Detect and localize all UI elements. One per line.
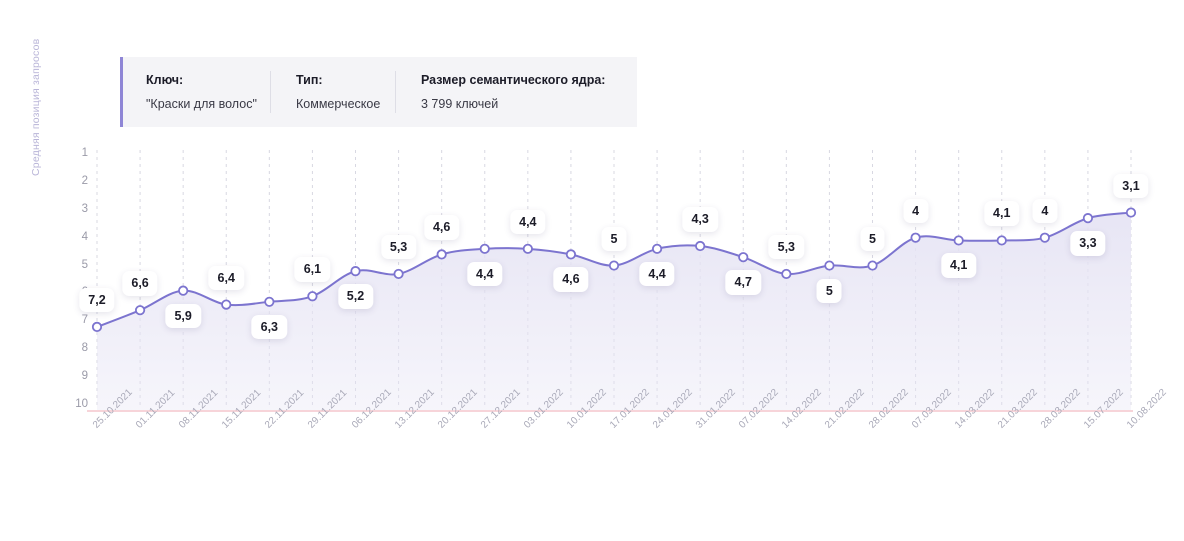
data-point-marker[interactable]	[479, 243, 490, 254]
data-point-marker[interactable]	[910, 232, 921, 243]
data-point-marker[interactable]	[738, 252, 749, 263]
data-point-label: 6,3	[251, 314, 288, 340]
data-point-marker[interactable]	[1082, 213, 1094, 224]
data-point-marker[interactable]	[565, 249, 577, 260]
field-label: Тип:	[296, 72, 323, 87]
data-point-label: 6,6	[122, 271, 158, 296]
data-point-label: 5,9	[165, 303, 201, 329]
y-axis-tick: 2	[81, 174, 88, 187]
data-point-label: 5,3	[768, 234, 805, 260]
y-axis-tick: 3	[81, 202, 88, 215]
field-value: "Краски для волос"	[146, 96, 257, 111]
y-axis-tick: 10	[75, 398, 88, 410]
data-point-label: 7,2	[79, 287, 115, 313]
y-axis-tick: 5	[81, 258, 88, 271]
data-point-label: 4,1	[940, 253, 977, 278]
y-axis-tick: 7	[81, 314, 88, 327]
summary-field-type: Тип: Коммерческое	[270, 57, 395, 127]
data-point-marker[interactable]	[824, 260, 835, 271]
y-axis-tick: 1	[81, 147, 88, 159]
y-axis-tick: 9	[81, 370, 88, 383]
data-point-label: 4,6	[423, 215, 460, 240]
data-point-marker[interactable]	[221, 299, 232, 310]
data-point-marker[interactable]	[393, 268, 404, 280]
data-point-marker[interactable]	[996, 235, 1007, 246]
data-point-marker[interactable]	[1039, 232, 1050, 243]
data-point-label: 4,4	[639, 261, 675, 287]
data-point-marker[interactable]	[178, 285, 189, 296]
field-label: Ключ:	[146, 72, 184, 87]
data-point-marker[interactable]	[608, 260, 620, 271]
summary-field-core-size: Размер семантического ядра: 3 799 ключей	[395, 57, 637, 127]
data-point-label: 5	[860, 226, 885, 252]
data-point-label: 6,4	[208, 265, 244, 291]
data-point-marker[interactable]	[522, 243, 533, 254]
y-axis-tick: 4	[81, 230, 88, 243]
data-point-label: 5,3	[380, 234, 417, 260]
field-value: 3 799 ключей	[421, 96, 499, 111]
data-point-label: 4,7	[725, 270, 761, 295]
data-point-label: 5	[816, 278, 842, 304]
data-point-label: 3,3	[1070, 231, 1106, 256]
data-point-marker[interactable]	[867, 260, 878, 271]
data-point-label: 6,1	[294, 257, 331, 282]
chart-area-fill	[97, 212, 1131, 411]
data-point-marker[interactable]	[91, 321, 103, 333]
field-label: Размер семантического ядра:	[421, 72, 606, 87]
data-point-marker[interactable]	[695, 240, 706, 252]
data-point-label: 4	[903, 198, 929, 224]
data-point-marker[interactable]	[307, 291, 318, 302]
data-point-marker[interactable]	[264, 296, 275, 307]
data-point-label: 4,4	[467, 261, 503, 287]
data-point-label: 4,3	[682, 207, 718, 232]
card-accent-bar	[120, 57, 123, 127]
data-point-label: 3,1	[1113, 173, 1149, 199]
data-point-marker[interactable]	[1125, 207, 1137, 218]
data-point-marker[interactable]	[781, 268, 792, 280]
data-point-label: 4,1	[984, 201, 1020, 226]
data-point-label: 5,2	[337, 284, 374, 309]
data-point-marker[interactable]	[134, 305, 146, 316]
data-point-label: 5	[601, 226, 627, 252]
data-point-marker[interactable]	[651, 243, 663, 254]
data-point-label: 4,4	[510, 209, 546, 235]
data-point-marker[interactable]	[350, 266, 361, 277]
y-axis-tick: 8	[81, 342, 88, 355]
data-point-label: 4	[1032, 198, 1058, 224]
data-point-marker[interactable]	[953, 235, 964, 246]
summary-card: Ключ: "Краски для волос" Тип: Коммерческ…	[120, 57, 637, 127]
summary-field-key: Ключ: "Краски для волос"	[120, 57, 270, 127]
data-point-label: 4,6	[553, 267, 589, 292]
field-value: Коммерческое	[296, 96, 381, 111]
data-point-marker[interactable]	[436, 249, 447, 260]
